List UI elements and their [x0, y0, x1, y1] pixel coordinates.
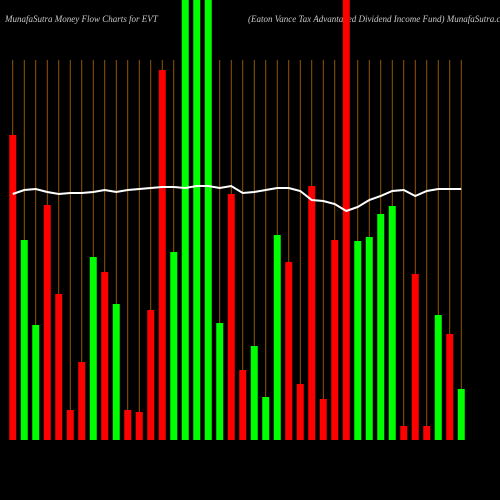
- bar: [308, 186, 316, 440]
- bar: [273, 235, 281, 440]
- bar: [32, 325, 40, 440]
- bar: [262, 397, 270, 440]
- bar: [89, 257, 97, 440]
- bar: [135, 412, 143, 440]
- bar: [181, 0, 189, 440]
- bar: [411, 274, 419, 440]
- line: [12, 184, 462, 213]
- bar: [227, 194, 235, 440]
- bar: [101, 272, 109, 440]
- bar: [354, 241, 362, 440]
- bar: [78, 362, 86, 440]
- bar: [331, 240, 339, 440]
- bar: [204, 0, 212, 440]
- bar: [216, 323, 224, 440]
- bar: [457, 389, 465, 440]
- bar: [296, 384, 304, 440]
- bar: [400, 426, 408, 440]
- bar: [43, 205, 51, 440]
- bar: [124, 410, 132, 440]
- bar: [20, 240, 28, 440]
- bar: [66, 410, 74, 440]
- chart-subtitle: (Eaton Vance Tax Advantaged Dividend Inc…: [248, 14, 500, 24]
- bar: [319, 399, 327, 440]
- bar: [377, 214, 385, 440]
- bar: [158, 70, 166, 440]
- bar: [446, 334, 454, 440]
- bar: [250, 346, 258, 440]
- bar: [423, 426, 431, 440]
- chart-title: MunafaSutra Money Flow Charts for EVT: [4, 14, 159, 24]
- bar: [342, 0, 350, 440]
- bar: [365, 237, 373, 440]
- bar: [388, 206, 396, 440]
- bar: [434, 315, 442, 440]
- bar: [112, 304, 120, 440]
- bar: [147, 310, 155, 440]
- bar: [170, 252, 178, 440]
- bar: [193, 0, 201, 440]
- bar: [239, 370, 247, 440]
- bar: [285, 262, 293, 440]
- bar: [9, 135, 17, 440]
- bar: [55, 294, 63, 440]
